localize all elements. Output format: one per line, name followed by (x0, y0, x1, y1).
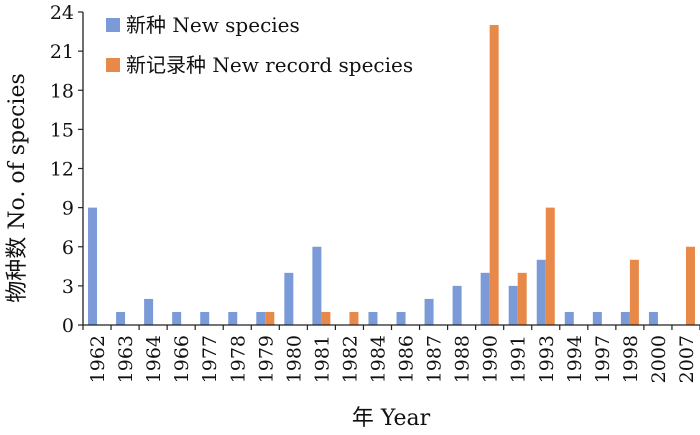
bar-new-species (172, 311, 182, 325)
x-tick-label: 1998 (620, 335, 642, 383)
bar-new-species (536, 259, 546, 325)
y-tick-label: 0 (62, 315, 74, 337)
bar-new-species (648, 311, 658, 325)
bar-new-species (592, 311, 602, 325)
y-tick-label: 6 (62, 237, 74, 259)
bar-new-species (368, 311, 378, 325)
bar-new-record-species (517, 272, 527, 325)
x-tick-label: 1991 (508, 335, 530, 383)
x-tick-label: 1963 (115, 335, 137, 383)
x-tick-label: 1990 (480, 335, 502, 383)
bar-new-record-species (349, 311, 359, 325)
x-tick-label: 1994 (564, 335, 586, 383)
x-tick-label: 2000 (648, 335, 670, 383)
x-tick-label: 1993 (536, 335, 558, 383)
y-tick-label: 21 (50, 41, 74, 63)
bar-new-species (228, 311, 238, 325)
legend-label: 新种 New species (126, 13, 300, 37)
x-tick-label: 1964 (143, 335, 165, 383)
bar-new-species (200, 311, 210, 325)
bar-new-record-species (685, 246, 695, 325)
x-tick-label: 1982 (339, 335, 361, 383)
bar-new-species (424, 298, 434, 325)
bar-new-species (144, 298, 154, 325)
x-tick-label: 1987 (424, 335, 446, 383)
x-tick-label: 1979 (255, 335, 277, 383)
legend-swatch (106, 58, 120, 72)
bar-new-species (620, 311, 630, 325)
y-tick-label: 18 (50, 80, 74, 102)
y-tick-label: 3 (62, 276, 74, 298)
x-axis: 1962 1963 1964 1966 1977 1978 1979 1980 1981 1982… (82, 324, 700, 383)
x-tick-label: 1984 (367, 335, 389, 383)
bar-new-species (508, 285, 518, 325)
x-axis-title: 年 Year (352, 406, 431, 431)
bar-new-species (564, 311, 574, 325)
legend-label: 新记录种 New record species (126, 53, 413, 77)
y-tick-label: 12 (50, 159, 74, 181)
y-tick-label: 24 (50, 2, 74, 24)
bar-new-record-species (629, 259, 639, 325)
bar-new-species (256, 311, 266, 325)
x-tick-label: 1988 (452, 335, 474, 383)
x-tick-label: 1977 (199, 335, 221, 383)
bar-new-species (452, 285, 462, 325)
x-tick-label: 1966 (171, 335, 193, 383)
x-tick-label: 1980 (283, 335, 305, 383)
bar-new-species (396, 311, 406, 325)
bar-new-record-species (265, 311, 275, 325)
x-tick-label: 1986 (396, 335, 418, 383)
bar-new-species (88, 207, 98, 325)
legend: 新种 New species 新记录种 New record species (106, 13, 413, 77)
bar-new-record-species (489, 25, 499, 326)
y-tick-label: 9 (62, 198, 74, 220)
y-axis-title: 物种数 No. of species (5, 73, 30, 303)
x-tick-label: 1962 (87, 335, 109, 383)
bar-new-species (116, 311, 126, 325)
y-axis: 0 3 6 9 12 15 18 21 24 (50, 2, 84, 337)
legend-swatch (106, 18, 120, 32)
bar-new-species (284, 272, 294, 325)
bar-new-species (480, 272, 490, 325)
bar-new-record-species (545, 207, 555, 325)
x-tick-label: 2007 (676, 335, 698, 383)
x-tick-label: 1997 (592, 335, 614, 383)
bar-new-species (312, 246, 322, 325)
plot-area (88, 25, 695, 326)
y-tick-label: 15 (50, 119, 74, 141)
bar-new-record-species (321, 311, 331, 325)
x-tick-label: 1978 (227, 335, 249, 383)
x-tick-label: 1981 (311, 335, 333, 383)
